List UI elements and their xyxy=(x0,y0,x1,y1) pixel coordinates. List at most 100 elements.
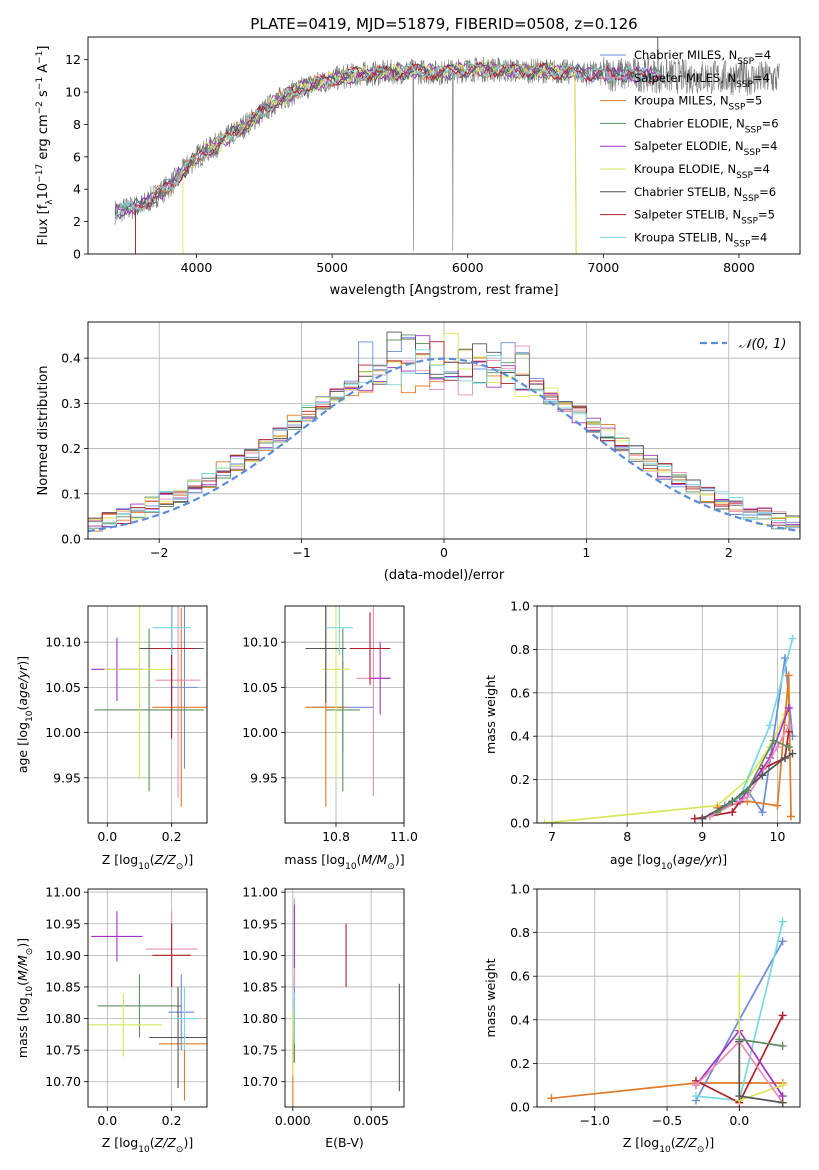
x-axis-label: mass [log10(M/M⊙)] xyxy=(284,852,404,872)
y-tick-label: 9.95 xyxy=(250,770,278,785)
weight-series-kroupa-elodie xyxy=(735,972,787,1105)
legend-label: Kroupa STELIB, NSSP=4 xyxy=(634,230,767,249)
x-axis-label: E(B-V) xyxy=(325,1135,364,1150)
x-tick-label: −2 xyxy=(150,545,168,560)
y-tick-label: 0.8 xyxy=(510,642,530,657)
y-tick-label: 10.05 xyxy=(45,680,81,695)
x-tick-label: 0.000 xyxy=(275,1113,311,1128)
histogram-kroupa-stelib xyxy=(88,349,800,529)
x-tick-label: 2 xyxy=(725,545,733,560)
axes-age_vs_Z: 0.0 0.2 9.95 10.00 10.05 10.10 xyxy=(45,605,208,844)
legend-label: Salpeter ELODIE, NSSP=4 xyxy=(634,139,777,158)
x-tick-label: 0.0 xyxy=(97,829,117,844)
x-tick-label: 10 xyxy=(770,829,786,844)
weight-marker xyxy=(765,721,774,730)
y-tick-label: 0.4 xyxy=(61,351,81,366)
legend-label: Salpeter MILES, NSSP=4 xyxy=(634,71,770,90)
x-tick-label: 7 xyxy=(548,829,556,844)
axes-frame xyxy=(87,605,208,824)
weight-marker xyxy=(788,634,797,643)
errorbar-point-chabrier-stelib xyxy=(149,986,207,1089)
errorbar-point-chabrier-elodie xyxy=(94,628,204,792)
axes-mass_vs_ebv: 0.000 0.005 10.70 10.75 10.80 10.85 10.90 10.95… xyxy=(242,885,405,1128)
weight-marker xyxy=(691,1081,700,1090)
x-tick-label: 1 xyxy=(582,545,590,560)
x-axis-label: Z [log10(Z/Z⊙)] xyxy=(623,1135,714,1155)
y-tick-label: 4 xyxy=(73,182,81,197)
y-tick-label: 0.4 xyxy=(510,729,530,744)
weight-marker xyxy=(778,1041,787,1050)
axes-weight_vs_Z: −1.0 −0.5 0.0 0.0 0.2 0.4 0.6 0.8 1.0 xyxy=(510,882,801,1128)
y-tick-label: 10.95 xyxy=(242,916,278,931)
axes-frame xyxy=(87,321,801,540)
errorbar-point-kroupa-elodie xyxy=(322,606,350,778)
x-tick-label: −1.0 xyxy=(580,1113,610,1128)
x-tick-label: 0.0 xyxy=(97,1113,117,1128)
model-line-chabrier-elodie xyxy=(114,59,661,215)
y-tick-label: 10.85 xyxy=(242,979,278,994)
y-tick-label: 8 xyxy=(73,117,81,132)
x-axis-label: Z [log10(Z/Z⊙)] xyxy=(102,852,193,872)
model-line-salpeter-miles xyxy=(114,61,661,220)
weight-marker xyxy=(540,819,549,823)
weight-marker xyxy=(691,1092,700,1101)
y-tick-label: 10.70 xyxy=(45,1074,81,1089)
weight-marker xyxy=(769,736,778,745)
x-axis-label: age [log10(age/yr)] xyxy=(610,852,727,872)
weight-marker xyxy=(735,1035,744,1044)
y-tick-label: 10.05 xyxy=(242,680,278,695)
legend-label: 𝒩(0, 1) xyxy=(739,337,786,352)
y-tick-label: 0.2 xyxy=(510,1056,530,1071)
y-tick-label: 11.00 xyxy=(45,885,81,900)
y-tick-label: 0.2 xyxy=(510,772,530,787)
y-tick-label: 0.2 xyxy=(61,441,81,456)
errorbar-point-chabrier-miles xyxy=(171,606,198,769)
y-tick-label: 1.0 xyxy=(510,599,530,614)
legend-label: Chabrier ELODIE, NSSP=6 xyxy=(634,116,779,135)
weight-marker xyxy=(698,814,707,823)
y-tick-label: 0.6 xyxy=(510,969,530,984)
weight-marker xyxy=(743,786,752,795)
x-tick-label: 11.0 xyxy=(390,829,418,844)
y-axis-label: mass weight xyxy=(483,675,498,754)
y-tick-label: 0.6 xyxy=(510,685,530,700)
y-tick-label: 10.10 xyxy=(242,635,278,650)
weight-marker xyxy=(547,1094,556,1103)
y-tick-label: 10.00 xyxy=(45,725,81,740)
axes-age_vs_mass: 10.8 11.0 9.95 10.00 10.05 10.10 xyxy=(242,605,418,844)
y-tick-label: 9.95 xyxy=(53,770,81,785)
y-tick-label: 10.95 xyxy=(45,916,81,931)
model-line-kroupa-elodie xyxy=(182,60,577,254)
y-tick-label: 10.10 xyxy=(45,635,81,650)
weight-series-chabrier-elodie xyxy=(735,1035,787,1050)
x-tick-label: −1 xyxy=(292,545,310,560)
weight-line xyxy=(738,976,783,1102)
y-tick-label: 2 xyxy=(73,214,81,229)
plot-area-spectrum xyxy=(114,37,780,254)
x-tick-label: 9 xyxy=(698,829,706,844)
weight-marker xyxy=(778,1011,787,1020)
weight-marker xyxy=(780,753,789,762)
legend-label: Kroupa MILES, NSSP=5 xyxy=(634,94,762,113)
axes-frame xyxy=(87,36,801,255)
errorbar-point-kroupa-stelib xyxy=(171,986,198,1051)
residual-legend: 𝒩(0, 1) xyxy=(700,337,786,352)
errorbar-point-kroupa-miles xyxy=(152,607,207,807)
weight-line xyxy=(739,1038,783,1047)
weight-series-chabrier-stelib xyxy=(698,749,797,823)
weight-marker xyxy=(735,972,744,981)
axes-spectrum: 4000 5000 6000 7000 8000 0 2 4 6 8 10 12 xyxy=(65,36,801,275)
errorbar-point-salpeter-elodie xyxy=(91,911,143,962)
x-tick-label: 0.005 xyxy=(353,1113,389,1128)
x-tick-label: 0.2 xyxy=(162,829,182,844)
plot-area-age_vs_Z xyxy=(88,606,207,823)
x-tick-label: 4000 xyxy=(181,260,213,275)
y-tick-label: 0.0 xyxy=(510,816,530,831)
weight-marker xyxy=(788,749,797,758)
weight-marker xyxy=(778,917,787,926)
model-line-salpeter-elodie xyxy=(114,59,661,215)
y-tick-label: 0.3 xyxy=(61,396,81,411)
y-tick-label: 10.80 xyxy=(242,1011,278,1026)
plot-area-weight_vs_age xyxy=(537,606,800,823)
y-tick-label: 10.90 xyxy=(45,948,81,963)
